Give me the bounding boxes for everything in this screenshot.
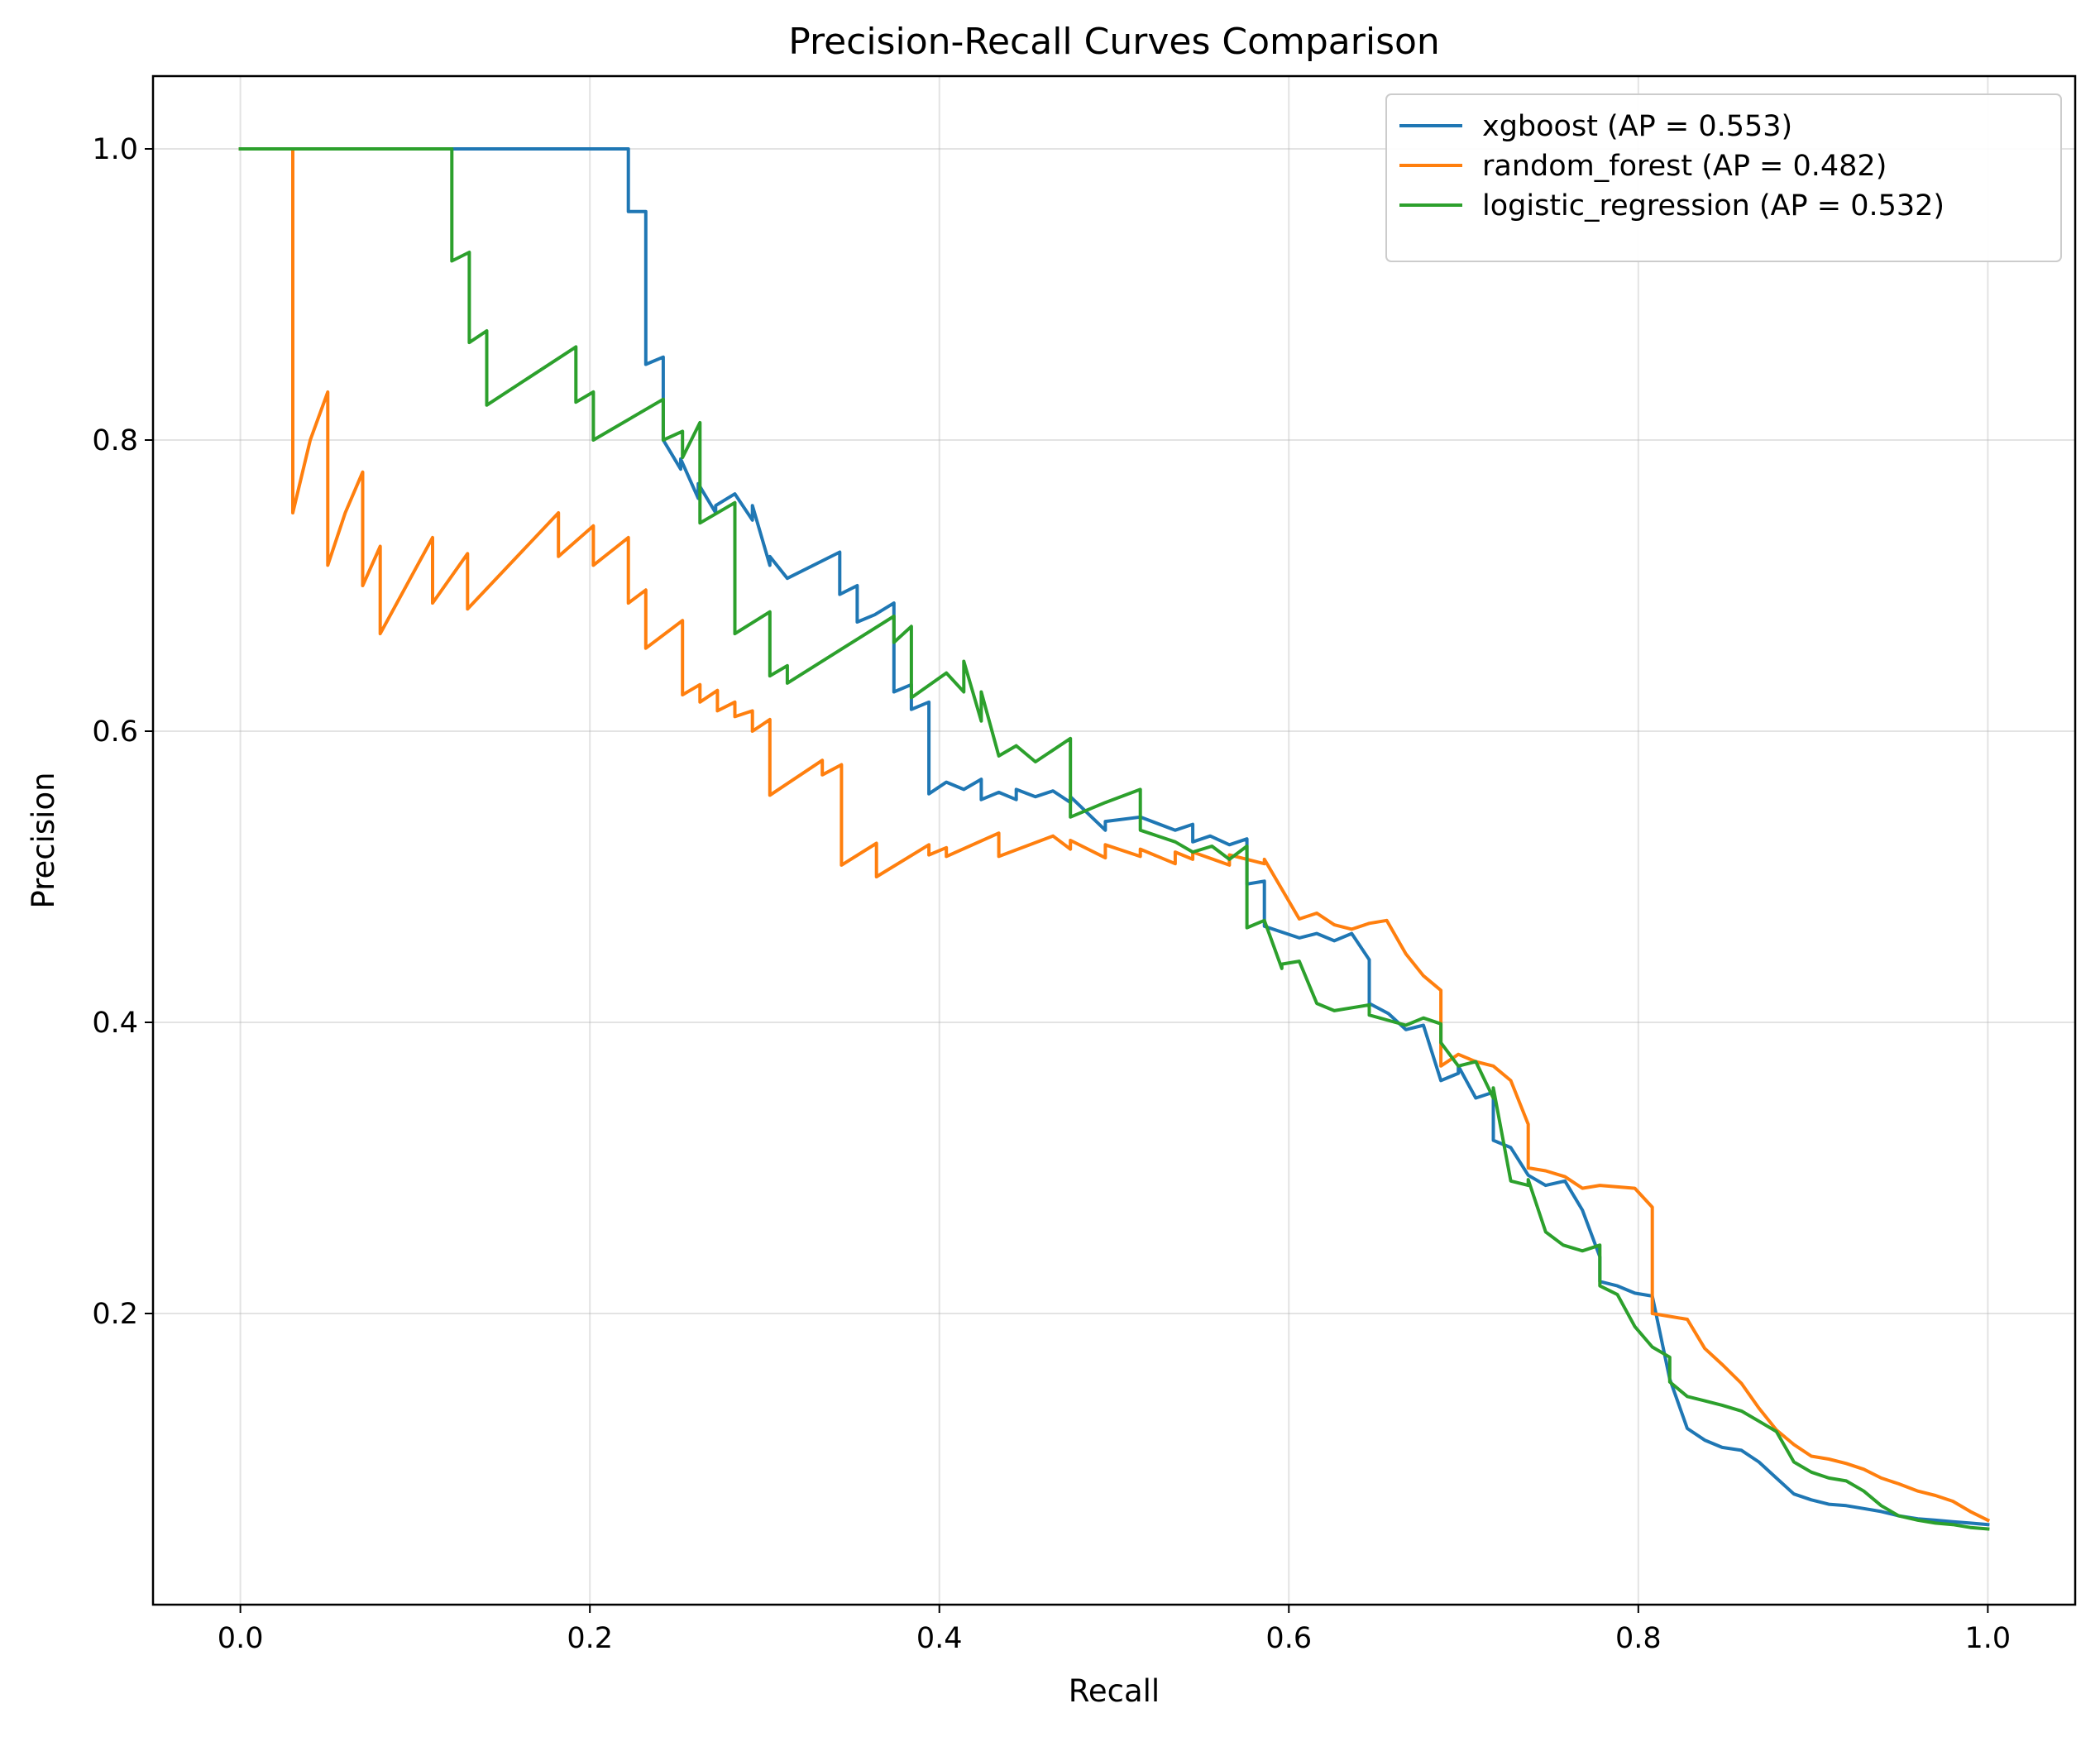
series-line-xgboost: [238, 147, 1990, 1527]
legend-label-logistic-regression: logistic_regression (AP = 0.532): [1482, 189, 1945, 223]
x-tick-label: 0.8: [1615, 1622, 1662, 1655]
series-layer: [238, 147, 1991, 1531]
y-tick-label: 0.2: [92, 1298, 138, 1331]
x-axis-label: Recall: [1069, 1673, 1160, 1709]
legend-frame: [1385, 93, 2062, 262]
y-tick-label: 0.6: [92, 715, 138, 749]
y-tick-label: 1.0: [92, 133, 138, 166]
y-tick-label: 0.4: [92, 1007, 138, 1040]
series-line-random-forest: [238, 147, 1991, 1523]
x-tick-label: 0.6: [1265, 1622, 1312, 1655]
legend: xgboost (AP = 0.553) random_forest (AP = …: [1385, 93, 2062, 262]
x-tick-label: 0.4: [916, 1622, 963, 1655]
x-tick-label: 1.0: [1965, 1622, 2012, 1655]
legend-label-xgboost: xgboost (AP = 0.553): [1482, 110, 1792, 143]
y-axis-label: Precision: [26, 772, 61, 908]
x-tick-label: 0.0: [218, 1622, 264, 1655]
plot-frame: [151, 74, 2077, 1606]
y-axis-ticks: 0.2 0.4 0.6 0.8 1.0: [92, 133, 153, 1331]
x-axis-ticks: 0.0 0.2 0.4 0.6 0.8 1.0: [218, 1605, 2011, 1655]
series-line-logistic-regression: [238, 147, 1990, 1531]
legend-label-random-forest: random_forest (AP = 0.482): [1482, 150, 1887, 183]
y-tick-label: 0.8: [92, 424, 138, 457]
x-tick-label: 0.2: [567, 1622, 613, 1655]
chart-title: Precision-Recall Curves Comparison: [788, 21, 1440, 63]
